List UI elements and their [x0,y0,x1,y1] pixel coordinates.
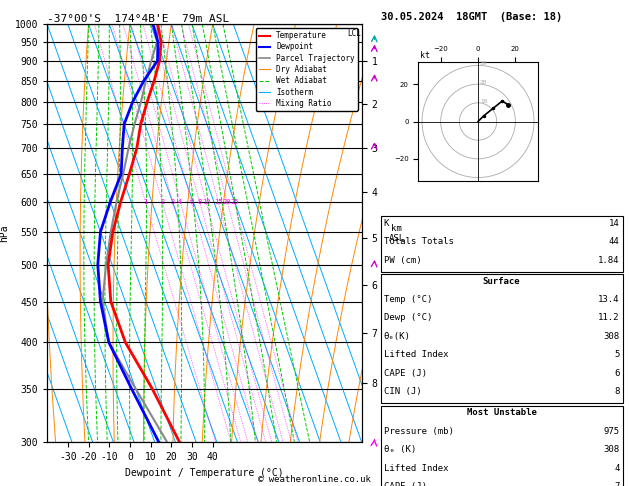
Text: CAPE (J): CAPE (J) [384,369,426,378]
Text: 11.2: 11.2 [598,313,620,323]
X-axis label: Dewpoint / Temperature (°C): Dewpoint / Temperature (°C) [125,468,284,478]
Text: θₑ(K): θₑ(K) [384,332,411,341]
Text: 30: 30 [480,62,487,67]
Text: Most Unstable: Most Unstable [467,408,537,417]
Text: 30.05.2024  18GMT  (Base: 18): 30.05.2024 18GMT (Base: 18) [381,12,562,22]
Text: 25: 25 [230,199,238,205]
Text: 4: 4 [178,199,182,205]
Text: -37°00'S  174°4B'E  79m ASL: -37°00'S 174°4B'E 79m ASL [47,14,230,23]
Legend: Temperature, Dewpoint, Parcel Trajectory, Dry Adiabat, Wet Adiabat, Isotherm, Mi: Temperature, Dewpoint, Parcel Trajectory… [255,28,358,111]
Text: Dewp (°C): Dewp (°C) [384,313,432,323]
Text: 8: 8 [614,387,620,397]
Text: 6: 6 [189,199,194,205]
Text: 44: 44 [609,237,620,246]
Text: 15: 15 [214,199,223,205]
Text: 7: 7 [614,482,620,486]
Text: LCL: LCL [347,29,360,37]
Text: 20: 20 [480,80,487,85]
Text: 10: 10 [480,99,487,104]
Text: Totals Totals: Totals Totals [384,237,454,246]
Text: 13.4: 13.4 [598,295,620,304]
Text: Pressure (mb): Pressure (mb) [384,427,454,436]
Text: 10: 10 [202,199,210,205]
Text: 2: 2 [160,199,164,205]
Text: 4: 4 [614,464,620,473]
Text: 308: 308 [603,332,620,341]
Text: 1: 1 [143,199,148,205]
Text: 975: 975 [603,427,620,436]
Text: 20: 20 [223,199,231,205]
Text: CIN (J): CIN (J) [384,387,421,397]
Text: 14: 14 [609,219,620,228]
Y-axis label: km
ASL: km ASL [389,224,405,243]
Text: kt: kt [420,51,430,60]
Y-axis label: hPa: hPa [0,225,9,242]
Text: K: K [384,219,389,228]
Text: Lifted Index: Lifted Index [384,350,448,360]
Text: 6: 6 [614,369,620,378]
Text: Lifted Index: Lifted Index [384,464,448,473]
Text: Temp (°C): Temp (°C) [384,295,432,304]
Text: CAPE (J): CAPE (J) [384,482,426,486]
Text: 308: 308 [603,445,620,454]
Text: 5: 5 [614,350,620,360]
Text: Surface: Surface [483,277,520,286]
Text: θₑ (K): θₑ (K) [384,445,416,454]
Text: © weatheronline.co.uk: © weatheronline.co.uk [258,474,371,484]
Text: 3: 3 [170,199,175,205]
Text: PW (cm): PW (cm) [384,256,421,265]
Text: 8: 8 [198,199,202,205]
Text: 1.84: 1.84 [598,256,620,265]
